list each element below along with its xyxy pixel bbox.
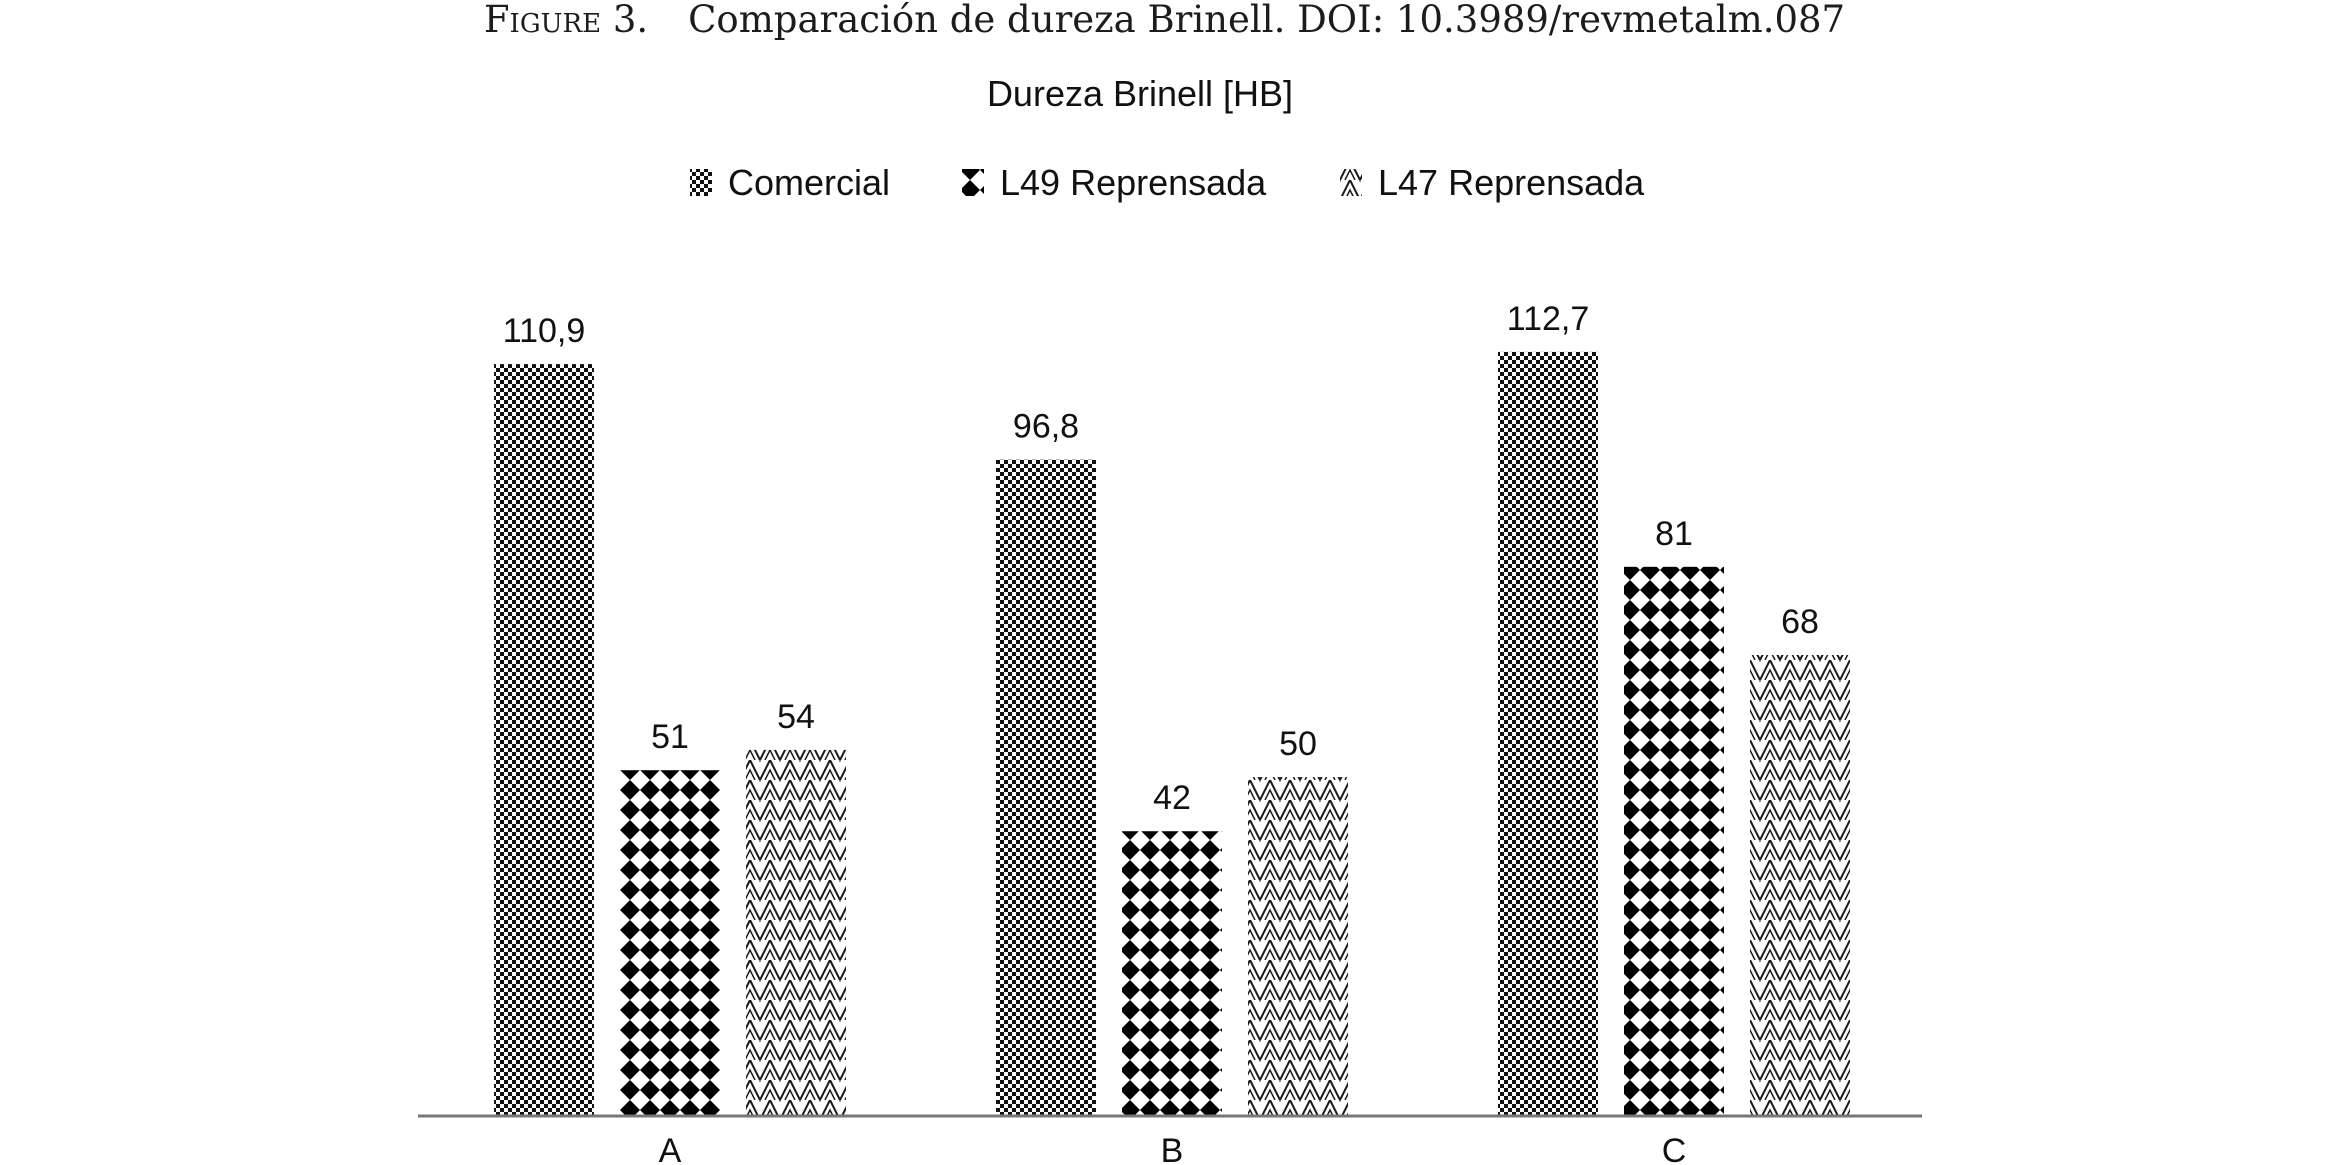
data-label: 51 — [651, 718, 689, 756]
category-tick-label: C — [1662, 1132, 1687, 1165]
bar-l49-reprensada-b — [1122, 831, 1222, 1116]
bar-l47-reprensada-c — [1750, 654, 1850, 1116]
bars — [494, 351, 1850, 1116]
legend: Comercial L49 Reprensada L47 Reprensada — [690, 162, 1645, 203]
legend-swatch-l47-reprensada — [1340, 169, 1362, 196]
bar-comercial-c — [1498, 351, 1598, 1116]
data-label: 50 — [1279, 725, 1317, 763]
chart-title: Dureza Brinell [HB] — [987, 73, 1293, 114]
data-label: 54 — [777, 698, 815, 736]
data-label: 42 — [1153, 779, 1191, 817]
bar-l47-reprensada-a — [746, 749, 846, 1116]
category-tick-label: A — [659, 1132, 682, 1165]
data-label: 112,7 — [1507, 300, 1590, 338]
figure-caption: Figure 3. Comparación de dureza Brinell. … — [0, 0, 2329, 40]
legend-swatch-comercial — [690, 169, 712, 196]
legend-label: Comercial — [728, 162, 890, 203]
figure-caption-text: Comparación de dureza Brinell. DOI: 10.3… — [688, 0, 1846, 41]
value-labels: 110,9 51 54 96,8 42 50 112,7 81 68 — [503, 300, 1819, 817]
data-label: 68 — [1781, 603, 1819, 641]
bar-comercial-b — [996, 459, 1096, 1116]
data-label: 110,9 — [503, 312, 586, 350]
bar-l49-reprensada-a — [620, 770, 720, 1116]
bar-l47-reprensada-b — [1248, 776, 1348, 1116]
category-labels: A B C — [659, 1132, 1687, 1165]
legend-swatch-l49-reprensada — [962, 169, 984, 196]
category-tick-label: B — [1161, 1132, 1184, 1165]
figure-label: Figure 3. — [483, 0, 649, 41]
data-label: 96,8 — [1013, 408, 1079, 446]
bar-comercial-a — [494, 364, 594, 1116]
legend-label: L47 Reprensada — [1378, 162, 1645, 203]
data-label: 81 — [1655, 515, 1693, 553]
legend-label: L49 Reprensada — [1000, 162, 1267, 203]
bar-l49-reprensada-c — [1624, 566, 1724, 1116]
